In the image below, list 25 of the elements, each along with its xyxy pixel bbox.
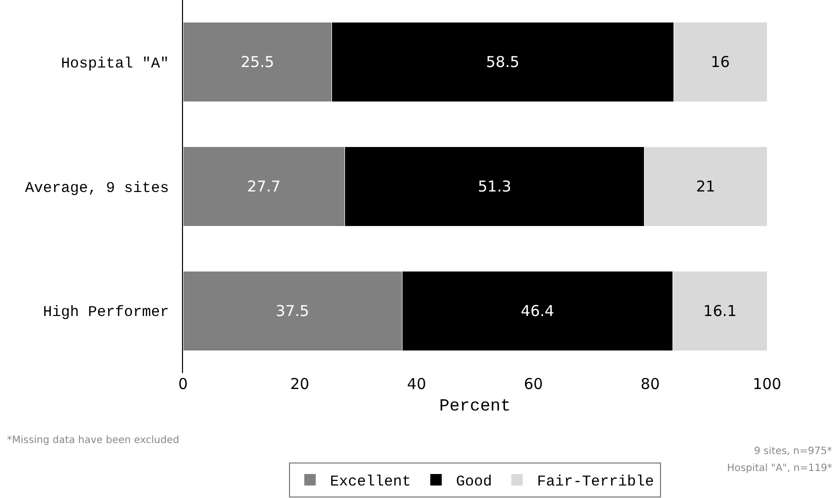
y-tick-label: Hospital "A" [60,55,169,72]
x-tick-label: 0 [178,375,188,393]
legend-label: Fair-Terrible [537,474,654,491]
x-tick-label: 20 [290,375,310,393]
text: Hospital "A", n=119* [727,463,832,474]
data-label: 27.7 [247,178,281,196]
legend-label: Good [456,474,492,491]
data-label: 21 [696,178,716,196]
data-label: 58.5 [486,53,520,72]
y-tick-label: High Performer [42,304,169,322]
data-label: 46.4 [520,302,554,320]
text: 9 sites, n=975* [754,446,832,457]
data-label: 16.1 [703,302,737,320]
data-label: 51.3 [478,178,512,196]
data-label: 37.5 [276,302,310,320]
text: *Missing data have been excluded [7,435,180,446]
legend-label: Excellent [330,474,412,491]
x-axis-title: Percent [439,397,511,416]
x-tick-label: 100 [752,375,782,393]
x-tick-label: 40 [407,375,426,393]
data-label: 16 [710,53,730,72]
x-tick-label: 80 [640,375,660,393]
y-tick-label: Average, 9 sites [24,180,169,197]
data-label: 25.5 [240,53,274,72]
x-tick-label: 60 [524,375,543,393]
